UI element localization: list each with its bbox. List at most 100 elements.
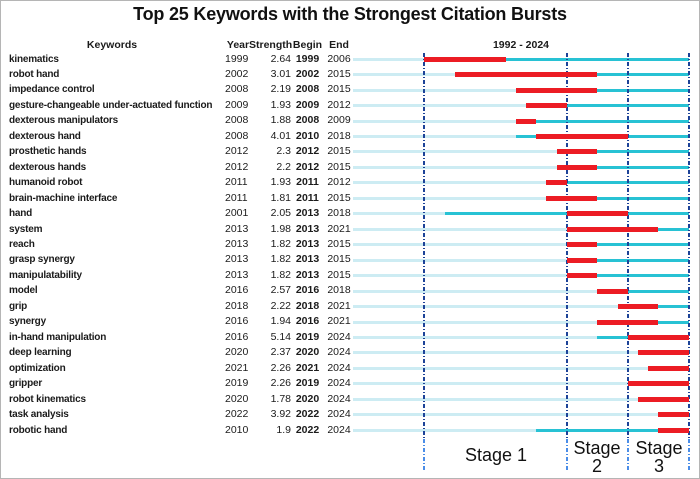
pre-appearance-line [353,88,516,92]
burst-row: dexterous hands 2012 2.2 2012 2015 [1,160,699,175]
pre-appearance-line [353,413,659,417]
burst-bar [566,273,598,279]
active-line [597,274,689,278]
end-value: 2012 [327,176,351,189]
begin-value: 2022 [295,423,320,436]
strength-value: 2.2 [276,160,291,173]
active-line [536,119,689,123]
timeline-period-header: 1992 - 2024 [492,39,550,51]
end-value: 2015 [327,268,351,281]
pre-appearance-line [353,366,649,370]
begin-value: 2013 [295,253,320,266]
timeline-track [353,52,689,67]
begin-value: 2020 [295,346,320,359]
timeline-track [353,392,689,407]
pre-appearance-line [353,258,567,262]
keyword-label: synergy [9,316,46,328]
timeline-track [353,361,689,376]
year-value: 2009 [225,98,249,111]
timeline-track [353,283,689,298]
end-value: 2015 [327,253,351,266]
timeline-track [353,98,689,113]
timeline-track [353,144,689,159]
burst-bar [566,257,598,263]
end-value: 2024 [327,346,351,359]
begin-value: 2013 [295,268,320,281]
active-line [597,165,689,169]
keyword-label: robot hand [9,68,60,80]
timeline-track [353,376,689,391]
burst-row: humanoid robot 2011 1.93 2011 2012 [1,175,699,190]
stage-divider-line-extension [626,439,629,472]
year-value: 2018 [225,299,249,312]
column-header-strength: Strength [249,39,293,51]
active-line [597,88,689,92]
pre-appearance-line [353,335,598,339]
begin-value: 2009 [295,98,320,111]
timeline-track [353,222,689,237]
active-line [597,335,628,339]
strength-value: 1.82 [270,253,291,266]
column-header-end: End [329,39,349,51]
active-line [597,243,689,247]
keyword-label: task analysis [9,409,69,421]
keyword-label: dexterous manipulators [9,115,118,127]
year-value: 2016 [225,330,249,343]
burst-bar [638,350,689,356]
end-value: 2015 [327,83,351,96]
keyword-label: grasp synergy [9,254,75,266]
strength-value: 2.3 [276,145,291,158]
year-value: 2011 [225,176,248,189]
burst-bar [566,226,659,232]
end-value: 2006 [327,52,351,65]
burst-bar [597,319,659,325]
strength-value: 2.05 [270,207,291,220]
timeline-track [353,345,689,360]
burst-row: in-hand manipulation 2016 5.14 2019 2024 [1,330,699,345]
burst-row: brain-machine interface 2011 1.81 2011 2015 [1,191,699,206]
begin-value: 2012 [295,160,320,173]
burst-row: robot hand 2002 3.01 2002 2015 [1,67,699,82]
timeline-track [353,160,689,175]
end-value: 2018 [327,284,351,297]
burst-row: deep learning 2020 2.37 2020 2024 [1,345,699,360]
begin-value: 2008 [295,114,320,127]
timeline-track [353,237,689,252]
burst-row: robotic hand 2010 1.9 2022 2024 [1,423,699,438]
strength-value: 1.81 [270,191,291,204]
burst-row: kinematics 1999 2.64 1999 2006 [1,52,699,67]
burst-rows: kinematics 1999 2.64 1999 2006 robot hand 2002… [1,52,699,439]
active-line [536,428,659,432]
year-value: 2013 [225,222,249,235]
end-value: 2021 [327,299,351,312]
burst-bar [638,396,689,402]
pre-appearance-line [353,320,598,324]
stage-divider-line-extension [423,439,426,472]
burst-bar [627,334,689,340]
keyword-label: system [9,223,43,235]
timeline-track [353,268,689,283]
begin-value: 2012 [295,145,320,158]
timeline-track [353,423,689,438]
timeline-track [353,314,689,329]
begin-value: 2019 [295,377,320,390]
burst-bar [658,412,689,418]
year-value: 2012 [225,160,249,173]
keyword-label: model [9,285,38,297]
timeline-track [353,129,689,144]
pre-appearance-line [353,305,618,309]
strength-value: 2.19 [270,83,291,96]
year-value: 2022 [225,408,249,421]
pre-appearance-line [353,150,557,154]
active-line [658,227,689,231]
begin-value: 2016 [295,315,320,328]
keyword-label: humanoid robot [9,177,83,189]
pre-appearance-line [353,212,445,216]
pre-appearance-line [353,165,557,169]
end-value: 2012 [327,98,351,111]
end-value: 2015 [327,145,351,158]
year-value: 2016 [225,315,249,328]
year-value: 2008 [225,83,249,96]
active-line [597,150,689,154]
